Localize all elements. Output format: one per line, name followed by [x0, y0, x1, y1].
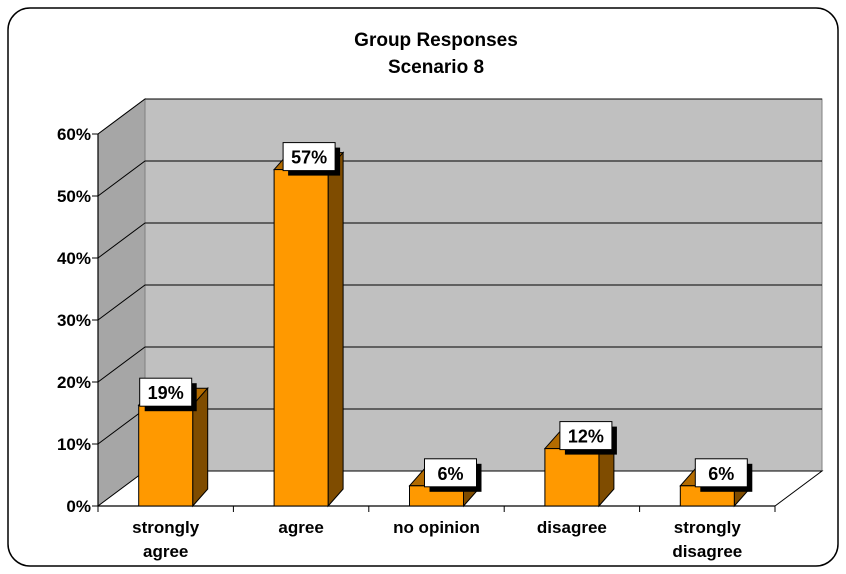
chart-subtitle: Scenario 8: [388, 57, 484, 78]
chart-title: Group Responses: [354, 30, 518, 51]
gridline: [97, 98, 822, 135]
y-tick-label: 0%: [66, 497, 91, 516]
gridlines: [97, 98, 822, 445]
y-tick-label: 30%: [57, 311, 91, 330]
y-tick-labels: 0% 10% 20% 30% 40% 50% 60%: [57, 125, 91, 516]
y-tick-label: 40%: [57, 249, 91, 268]
bar-front: [273, 169, 329, 507]
category-label-line: agree: [278, 518, 323, 537]
data-label: 6%: [694, 458, 753, 492]
data-label: 19%: [139, 377, 197, 412]
y-tick-label: 60%: [57, 125, 91, 144]
data-label-box: [424, 458, 477, 488]
category-label: strongly agree: [132, 518, 200, 561]
data-labels: 19% 57% 6% 12% 6%: [139, 142, 753, 492]
category-label-line: agree: [143, 542, 188, 561]
category-label-line: disagree: [672, 542, 742, 561]
y-tick-label: 50%: [57, 187, 91, 206]
category-label-line: strongly: [132, 518, 200, 537]
bar-front: [138, 404, 194, 507]
category-label-line: no opinion: [393, 518, 480, 537]
data-label: 12%: [559, 421, 617, 455]
gridline: [97, 160, 822, 197]
data-label-box: [282, 142, 336, 172]
data-label-text: 12%: [568, 427, 604, 447]
data-label-text: 6%: [437, 464, 463, 484]
bar: [272, 151, 345, 508]
data-label-box: [139, 377, 193, 407]
data-label-text: 57%: [291, 148, 327, 168]
bar-front: [544, 448, 600, 507]
category-label: agree: [278, 518, 323, 537]
gridline: [97, 222, 822, 259]
gridline: [97, 346, 822, 383]
data-label-text: 6%: [708, 464, 734, 484]
gridline: [97, 284, 822, 321]
category-label: no opinion: [393, 518, 480, 537]
category-label: strongly disagree: [672, 518, 742, 561]
category-label: disagree: [537, 518, 607, 537]
data-label: 57%: [282, 142, 341, 176]
data-label: 6%: [424, 458, 482, 492]
category-label-line: disagree: [537, 518, 607, 537]
data-label-box: [559, 421, 613, 451]
category-label-line: strongly: [674, 518, 742, 537]
y-tick-label: 20%: [57, 373, 91, 392]
data-label-text: 19%: [148, 383, 184, 403]
y-tick-label: 10%: [57, 435, 91, 454]
data-label-box: [694, 458, 748, 488]
bar-side: [327, 151, 344, 508]
